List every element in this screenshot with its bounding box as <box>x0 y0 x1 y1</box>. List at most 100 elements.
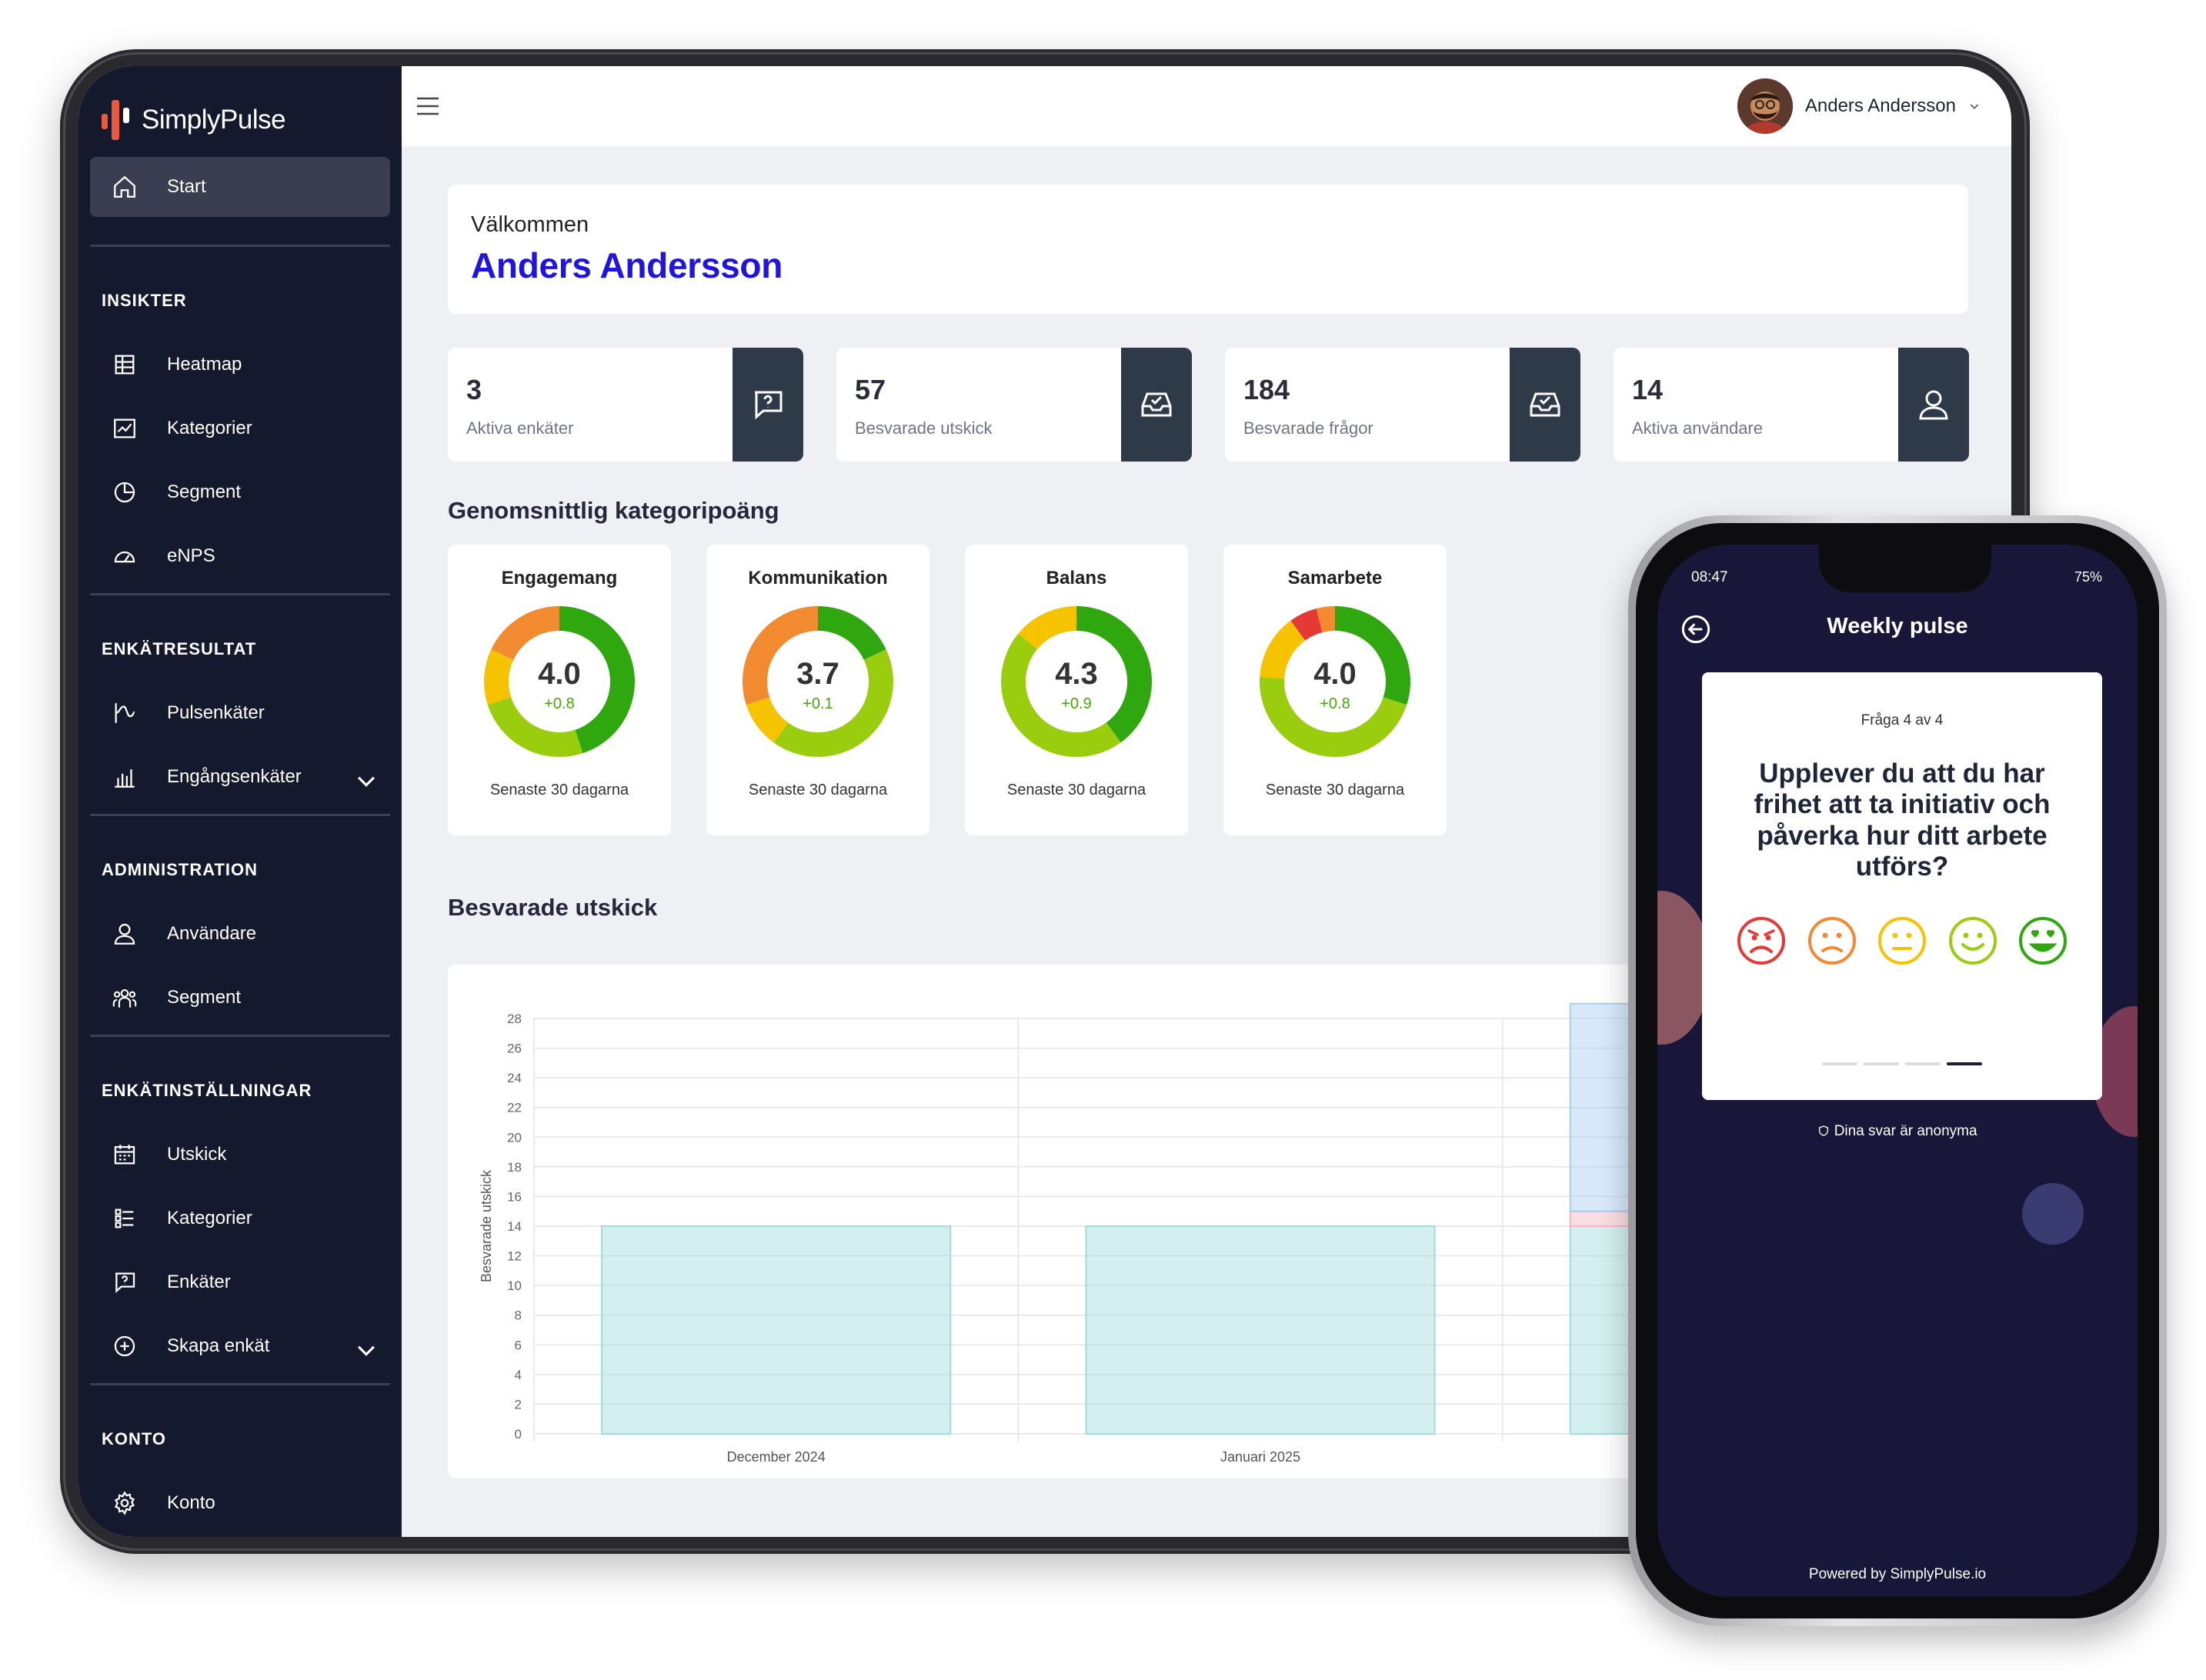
avatar <box>1737 78 1793 134</box>
sidebar-item-label: Segment <box>167 482 242 502</box>
sidebar-item-pulsenkater[interactable]: Pulsenkäter <box>112 690 390 736</box>
sidebar-item-utskick[interactable]: Utskick <box>112 1132 390 1178</box>
bar-pulsenkät[interactable] <box>601 1225 952 1435</box>
bar-chart-icon <box>115 769 135 788</box>
donut-chart <box>1001 606 1152 757</box>
sidebar-item-enps[interactable]: eNPS <box>112 533 390 579</box>
y-tick-label: 24 <box>507 1071 522 1085</box>
sidebar-item-anvandare[interactable]: Användare <box>112 911 390 957</box>
section-title-konto: KONTO <box>102 1429 167 1448</box>
donut-segment <box>1260 676 1407 757</box>
sidebar-item-label: Start <box>167 176 206 197</box>
home-icon <box>114 175 135 198</box>
y-tick-label: 16 <box>507 1189 522 1204</box>
sidebar-item-segment[interactable]: Segment <box>112 469 390 515</box>
divider <box>90 814 390 816</box>
sidebar-item-engangsenkater[interactable]: Engångsenkäter <box>112 754 390 800</box>
category-delta: +0.8 <box>544 695 575 712</box>
sidebar: SimplyPulse Start INSIKTER Heatmap Kateg… <box>78 66 402 1537</box>
users-group-icon <box>112 989 137 1008</box>
phone-frame: 08:47 75% Weekly pulse Fråga 4 av 4 Uppl… <box>1628 515 2167 1626</box>
grid-icon <box>115 355 135 375</box>
section-title-enkatinstallningar: ENKÄTINSTÄLLNINGAR <box>102 1081 312 1100</box>
stat-icon-box <box>1121 348 1192 462</box>
sidebar-item-enkater[interactable]: Enkäter <box>112 1259 390 1305</box>
user-icon <box>1919 390 1948 420</box>
section-title-insikter: INSIKTER <box>102 291 187 310</box>
powered-by: Powered by SimplyPulse.io <box>1808 1566 1987 1582</box>
phone-title: Weekly pulse <box>1827 614 1968 638</box>
category-title: Samarbete <box>1287 568 1383 588</box>
donut-chart <box>1260 606 1410 757</box>
category-card-kommunikation[interactable]: Kommunikation 3.7 +0.1 Senaste 30 dagarn… <box>706 545 929 835</box>
sidebar-item-kategorier-settings[interactable]: Kategorier <box>112 1195 390 1242</box>
chevron-down-icon <box>1970 104 1979 109</box>
user-menu[interactable]: Anders Andersson <box>1737 78 1981 134</box>
y-tick-label: 22 <box>507 1101 522 1115</box>
sidebar-item-heatmap[interactable]: Heatmap <box>112 342 390 388</box>
divider <box>90 1035 390 1037</box>
question-text: Upplever du att du har frihet att ta ini… <box>1754 758 2051 882</box>
category-delta: +0.9 <box>1061 695 1092 712</box>
stat-value: 184 <box>1243 374 1290 405</box>
donut-segment <box>1260 620 1306 679</box>
back-arrow-icon[interactable] <box>1680 614 1711 645</box>
anonymous-note: Dina svar är anonyma <box>1657 1123 2138 1140</box>
app-logo[interactable]: SimplyPulse <box>102 100 286 140</box>
stat-icon-box <box>1898 348 1969 462</box>
sidebar-item-label: Konto <box>167 1492 215 1513</box>
category-card-engagemang[interactable]: Engagemang 4.0 +0.8 Senaste 30 dagarna <box>448 545 671 835</box>
category-period: Senaste 30 dagarna <box>748 782 888 798</box>
category-title: Balans <box>1046 568 1107 588</box>
sidebar-item-kategorier[interactable]: Kategorier <box>112 405 390 452</box>
sidebar-item-skapa-enkat[interactable]: Skapa enkät <box>112 1323 390 1369</box>
y-tick-label: 20 <box>507 1130 522 1145</box>
smile-face-icon[interactable] <box>1947 915 1998 966</box>
sidebar-item-label: Pulsenkäter <box>167 702 265 723</box>
chevron-down-icon[interactable] <box>353 768 379 794</box>
sad-face-icon[interactable] <box>1807 915 1857 966</box>
section-title-administration: ADMINISTRATION <box>102 860 259 879</box>
sidebar-item-konto[interactable]: Konto <box>112 1480 390 1526</box>
donut-segment <box>1001 633 1121 757</box>
hamburger-menu-icon[interactable] <box>416 95 440 117</box>
sidebar-item-label: Användare <box>167 923 257 944</box>
heart-eyes-face-icon[interactable] <box>2017 915 2068 966</box>
category-card-balans[interactable]: Balans 4.3 +0.9 Senaste 30 dagarna <box>965 545 1188 835</box>
angry-face-icon[interactable] <box>1736 915 1787 966</box>
inbox-check-icon <box>1141 392 1172 417</box>
sidebar-item-start[interactable]: Start <box>90 157 390 217</box>
y-axis-label: Besvarade utskick <box>479 1169 494 1282</box>
progress-dot <box>1822 1062 1857 1065</box>
stat-label: Besvarade utskick <box>855 418 993 438</box>
stat-card-aktiva-enkater: 3 Aktiva enkäter <box>448 348 803 462</box>
phone-screen: 08:47 75% Weekly pulse Fråga 4 av 4 Uppl… <box>1657 545 2138 1597</box>
category-score: 4.3 <box>1055 657 1098 691</box>
donut-segment <box>817 606 886 661</box>
category-card-samarbete[interactable]: Samarbete 4.0 +0.8 Senaste 30 dagarna <box>1223 545 1447 835</box>
stat-label: Besvarade frågor <box>1243 418 1373 438</box>
question-card: Fråga 4 av 4 Upplever du att du har frih… <box>1702 672 2102 1100</box>
bar-pulsenkät[interactable] <box>1085 1225 1436 1435</box>
sidebar-item-label: Enkäter <box>167 1272 231 1292</box>
stat-value: 14 <box>1632 374 1664 405</box>
neutral-face-icon[interactable] <box>1877 915 1927 966</box>
sidebar-item-label: Skapa enkät <box>167 1335 270 1356</box>
donut-segment <box>559 606 635 754</box>
welcome-card: Välkommen Anders Andersson <box>448 185 1968 314</box>
welcome-greeting: Välkommen <box>471 212 589 237</box>
pulse-chart-icon <box>115 703 135 723</box>
progress-dot <box>1864 1062 1899 1065</box>
app-name: SimplyPulse <box>142 105 286 135</box>
chart-section-title: Besvarade utskick <box>448 894 658 921</box>
y-tick-label: 8 <box>515 1308 522 1323</box>
y-tick-label: 2 <box>515 1397 522 1412</box>
y-tick-label: 4 <box>515 1368 522 1382</box>
chevron-down-icon[interactable] <box>353 1337 379 1363</box>
stat-label: Aktiva användare <box>1632 418 1763 438</box>
sidebar-item-segment-admin[interactable]: Segment <box>112 975 390 1021</box>
stat-value: 3 <box>466 374 482 405</box>
donut-segment <box>1316 606 1336 633</box>
stat-icon-box <box>733 348 803 462</box>
question-chat-icon <box>115 1272 135 1293</box>
